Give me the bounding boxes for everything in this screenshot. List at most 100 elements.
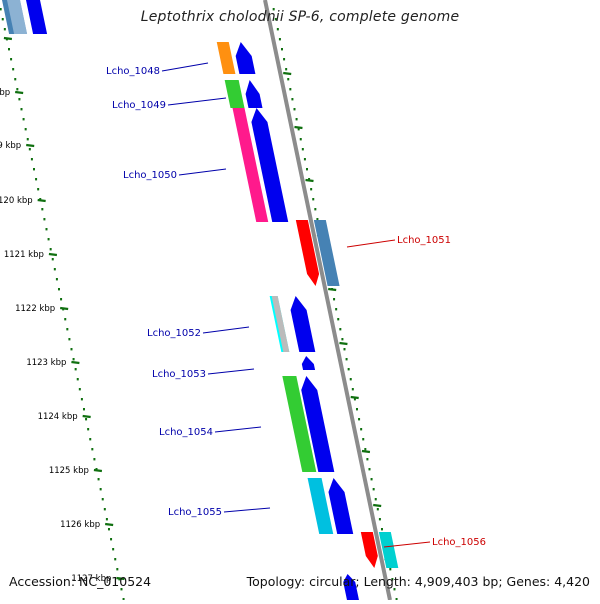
tick-dot <box>349 378 352 381</box>
tick-dot <box>26 138 29 141</box>
tick-dot <box>114 558 117 561</box>
tick-dot <box>341 338 344 341</box>
kbp-tick-mark <box>15 90 24 95</box>
gene-feature-bar <box>232 108 269 222</box>
tick-dot <box>372 488 375 491</box>
tick-dot <box>299 138 302 141</box>
genome-backbone <box>263 0 392 601</box>
tick-dot <box>30 158 33 161</box>
kbp-label: 1124 kbp <box>38 412 78 422</box>
tick-dot <box>105 518 108 521</box>
tick-dot <box>316 218 319 221</box>
tick-dot <box>293 108 296 111</box>
tick-dot <box>110 538 113 541</box>
gene-feature-bar <box>378 532 399 568</box>
tick-dot <box>353 398 356 401</box>
tick-dot <box>72 358 75 361</box>
tick-dot <box>287 78 290 81</box>
kbp-label: 1119 kbp <box>0 141 21 151</box>
tick-dot <box>314 208 317 211</box>
tick-dot <box>376 508 379 511</box>
tick-dot <box>53 268 56 271</box>
kbp-label: 1126 kbp <box>60 520 100 530</box>
tick-dot <box>32 168 35 171</box>
genome-title: Leptothrix cholodnii SP-6, complete geno… <box>140 9 460 25</box>
tick-dot <box>297 128 300 131</box>
kbp-label: 1118 kbp <box>0 88 10 98</box>
tick-dot <box>291 98 294 101</box>
feature-bar <box>7 0 28 34</box>
tick-dot <box>49 248 52 251</box>
tick-dot <box>274 18 277 21</box>
cds-arrow-reverse <box>295 220 320 286</box>
kbp-label: 1122 kbp <box>15 304 55 314</box>
gene-feature-bar <box>216 42 236 74</box>
gene-label: Lcho_1054 <box>159 427 213 438</box>
tick-dot <box>22 118 25 121</box>
tick-dot <box>99 488 102 491</box>
tick-dot <box>362 438 365 441</box>
tick-dot <box>18 98 21 101</box>
tick-dot <box>68 338 71 341</box>
tick-dot <box>395 598 398 601</box>
tick-dot <box>93 458 96 461</box>
tick-dot <box>116 568 119 571</box>
accession-text: Accession: NC_010524 <box>9 574 152 589</box>
gene-feature-bar <box>282 376 317 472</box>
gene-leader-line <box>161 62 209 72</box>
tick-dot <box>43 218 46 221</box>
kbp-tick-mark <box>283 71 292 76</box>
tick-dot <box>285 68 288 71</box>
tick-dot <box>41 208 44 211</box>
tick-dot <box>39 198 42 201</box>
cds-arrow <box>251 108 289 222</box>
tick-dot <box>339 328 342 331</box>
gene-label: Lcho_1052 <box>147 328 201 339</box>
tick-dot <box>335 308 338 311</box>
tick-dot <box>289 88 292 91</box>
topology-text: Topology: circular; Length: 4,909,403 bp… <box>246 574 590 589</box>
tick-dot <box>89 438 92 441</box>
kbp-tick-mark <box>37 198 46 203</box>
tick-dot <box>389 568 392 571</box>
tick-dot <box>74 368 77 371</box>
kbp-label: 1121 kbp <box>4 250 44 260</box>
tick-dot <box>51 258 54 261</box>
tick-dot <box>351 388 354 391</box>
cds-arrow <box>343 574 359 600</box>
tick-dot <box>76 378 79 381</box>
kbp-label: 1127 kbp <box>71 574 111 584</box>
tick-dot <box>64 318 67 321</box>
gene-label: Lcho_1055 <box>168 507 222 518</box>
gene-feature-bar <box>224 80 245 108</box>
kbp-tick-mark <box>48 252 58 257</box>
tick-dot <box>112 548 115 551</box>
tick-dot <box>12 68 15 71</box>
tick-dot <box>122 598 125 601</box>
tick-dot <box>107 528 110 531</box>
kbp-tick-mark <box>328 287 337 292</box>
tick-dot <box>103 508 106 511</box>
tick-dot <box>14 78 17 81</box>
tick-dot <box>360 428 363 431</box>
gene-label: Lcho_1049 <box>112 100 166 111</box>
cds-arrow <box>328 478 354 534</box>
tick-dot <box>16 88 19 91</box>
kbp-tick-mark <box>350 395 359 400</box>
tick-dot <box>276 28 279 31</box>
tick-dot <box>70 348 73 351</box>
tick-dot <box>55 278 58 281</box>
cds-arrow-reverse <box>360 532 378 568</box>
gene-feature-bar <box>307 478 334 534</box>
tick-dot <box>280 48 283 51</box>
tick-dot <box>91 448 94 451</box>
kbp-tick-mark <box>71 360 80 365</box>
tick-dot <box>80 398 83 401</box>
tick-dot <box>87 428 90 431</box>
gene-feature-bar <box>313 220 340 286</box>
gene-label: Lcho_1053 <box>152 369 206 380</box>
gene-leader-line <box>167 97 227 106</box>
tick-dot <box>366 458 369 461</box>
